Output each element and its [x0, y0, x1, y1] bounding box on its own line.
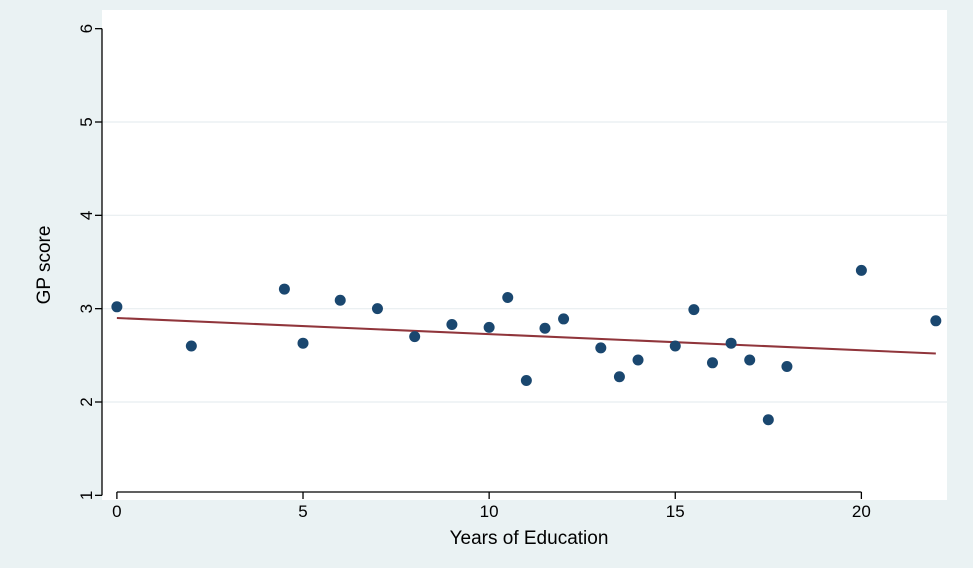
data-point [409, 331, 421, 343]
data-points [111, 264, 942, 426]
x-tick-label: 5 [298, 502, 307, 521]
data-point [558, 313, 570, 325]
y-axis: 1 2 3 4 5 6 [77, 24, 103, 500]
y-tick-label: 2 [77, 397, 96, 406]
data-point [595, 342, 607, 354]
data-point [371, 303, 383, 315]
y-tick-label: 1 [77, 491, 96, 500]
data-point [520, 375, 532, 387]
data-point [185, 340, 197, 352]
x-tick-label: 0 [112, 502, 121, 521]
x-axis: 0 5 10 15 20 [112, 491, 871, 521]
y-tick-label: 4 [77, 211, 96, 220]
x-tick-label: 10 [480, 502, 499, 521]
data-point [781, 361, 793, 373]
data-point [539, 322, 551, 334]
y-axis-label: GP score [34, 226, 55, 305]
data-point [613, 371, 625, 383]
grid-lines [102, 121, 947, 403]
data-point [855, 264, 867, 276]
data-point [297, 337, 309, 349]
data-point [725, 337, 737, 349]
y-tick-label: 6 [77, 24, 96, 33]
data-point [446, 319, 458, 331]
data-point [762, 414, 774, 426]
data-point [930, 315, 942, 327]
y-tick-label: 5 [77, 117, 96, 126]
x-tick-label: 15 [666, 502, 685, 521]
plot-area [102, 10, 947, 500]
x-axis-label: Years of Education [450, 528, 609, 549]
data-point [111, 301, 123, 313]
data-point [669, 340, 681, 352]
data-point [334, 294, 346, 306]
data-point [483, 321, 495, 333]
data-point [632, 354, 644, 366]
data-point [744, 354, 756, 366]
data-point [706, 357, 718, 369]
data-point [688, 304, 700, 316]
y-tick-label: 3 [77, 304, 96, 313]
data-point [278, 283, 290, 295]
data-point [502, 291, 514, 303]
fit-line-group [116, 317, 936, 355]
fitted-line [116, 317, 936, 355]
x-tick-label: 20 [852, 502, 871, 521]
